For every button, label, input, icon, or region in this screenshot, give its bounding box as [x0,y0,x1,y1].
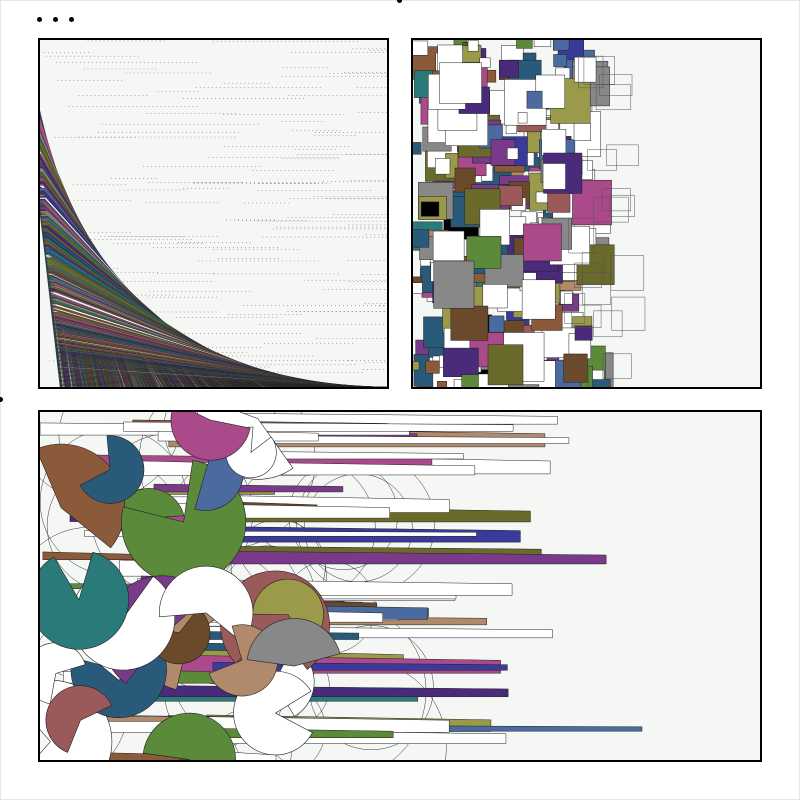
square [488,315,505,333]
wedge [40,551,129,650]
square [574,325,593,341]
strip [59,382,387,387]
square [436,381,448,387]
strip [59,381,387,387]
strip [59,384,387,387]
art-canvas [40,40,387,387]
wedge [45,685,113,753]
marker-dot [0,397,3,402]
wedge [142,712,236,760]
outline-square [593,310,623,338]
outline-square [573,262,602,288]
strip [58,377,383,387]
wedge [246,618,341,667]
square [541,129,567,156]
outline-square [565,367,589,387]
square [542,163,566,190]
square [467,40,479,52]
outline-square [606,144,639,167]
panel-rect-cluster [411,38,762,389]
outline-square [610,255,645,291]
strip [58,370,378,387]
square [425,360,440,374]
wedge [170,412,251,461]
art-canvas [40,412,643,760]
outline-square [587,149,617,171]
strip [59,378,384,387]
strip [58,373,381,387]
bar [159,685,509,698]
square [413,282,423,294]
square [560,290,573,305]
outline-square [595,84,632,111]
square [574,56,597,83]
menu-dot [37,17,42,22]
square [413,142,422,155]
square [553,54,568,67]
art-canvas [413,40,646,387]
square [439,62,482,104]
outline-square [578,55,604,89]
wedge [159,565,254,644]
outline-square [599,74,633,96]
square [413,40,429,56]
square [508,384,540,387]
outline-square [571,304,602,328]
outline-square [611,296,646,331]
square [521,279,556,320]
square [563,353,588,383]
square [535,191,550,204]
square [432,230,465,262]
bar [221,550,607,565]
outline-square [568,217,595,254]
outline-square [601,188,631,212]
square [553,40,570,51]
wedge [40,642,86,705]
square [573,123,591,141]
panel-wedges-and-bars [38,410,762,762]
square [517,112,528,124]
menu-dot [69,17,74,22]
square [523,223,562,262]
square [443,347,479,377]
square [450,305,489,341]
marker-dot [397,0,402,3]
square [526,90,543,109]
strip [59,380,385,387]
outline-square [564,293,586,324]
bar [42,551,135,561]
panel-diagonal-strips [38,38,389,389]
square [435,158,451,175]
menu-dot [53,17,58,22]
square [413,361,420,371]
square [482,284,508,309]
square [433,260,475,309]
square [487,344,524,386]
square [420,201,440,217]
square [499,60,519,78]
outline-square [581,252,605,285]
outline-square [593,196,629,223]
strip [59,385,387,387]
square [516,40,533,49]
square [505,124,517,135]
square [507,147,519,160]
strip [58,376,381,387]
square [461,374,479,387]
square [413,229,430,248]
strip [58,374,379,387]
outline-square [602,353,632,379]
square [498,185,523,206]
wedge [79,435,145,504]
outline-square [609,194,635,217]
bar [153,483,344,493]
square [533,40,552,47]
circle-outline [296,454,435,594]
